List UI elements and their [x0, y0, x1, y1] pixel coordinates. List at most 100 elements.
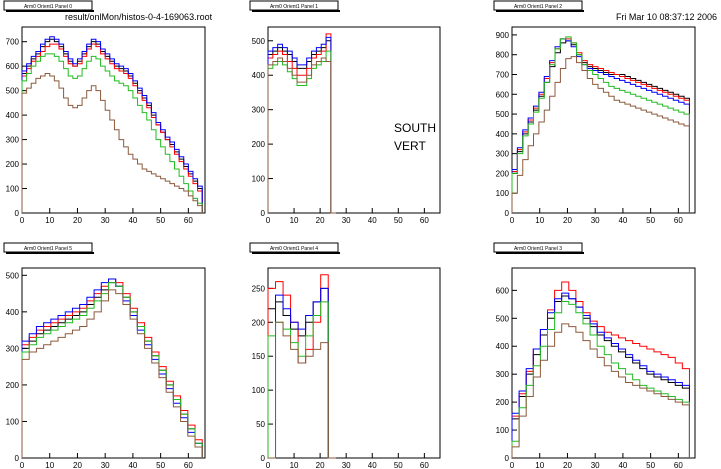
histogram-pad: Arm0 Orient1 Panel 20 10 20 30 40 50 600100200…	[493, 0, 696, 225]
x-tick-label: 40	[618, 216, 627, 225]
annotation-south: SOUTH	[394, 121, 436, 135]
x-tick-label: 10	[290, 461, 299, 469]
y-tick-label: 250	[252, 284, 266, 293]
y-tick-label: 300	[6, 136, 20, 145]
y-tick-label: 500	[6, 87, 20, 96]
pad-title: Arm0 Orient1 Panel 5	[24, 246, 72, 252]
plot-frame	[267, 26, 441, 214]
x-tick-label: 0	[266, 461, 271, 469]
histogram-series	[511, 56, 690, 213]
histogram-series	[21, 289, 203, 458]
y-tick-label: 0	[261, 454, 266, 463]
pad-title-shadow	[6, 252, 94, 254]
histogram-series	[267, 287, 336, 459]
pad-title: Arm0 Orient1 Panel 4	[270, 246, 318, 252]
x-tick-label: 40	[368, 216, 377, 225]
x-tick-label: 30	[101, 216, 110, 225]
histogram-series	[21, 73, 203, 213]
y-tick-label: 400	[6, 111, 20, 120]
histogram-pad: Arm0 Orient1 Panel 1 0 10 20 30 40 50 60 0 100 200…	[249, 0, 441, 225]
x-tick-label: 60	[674, 461, 683, 469]
timestamp-label: Fri Mar 10 08:37:12 2006	[615, 12, 717, 22]
x-tick-label: 40	[128, 216, 137, 225]
pad-title-shadow	[496, 10, 584, 12]
histogram-series	[267, 57, 336, 214]
pad-title-shadow	[252, 252, 340, 254]
y-tick-label: 100	[6, 417, 20, 426]
histogram-series	[21, 278, 203, 458]
y-tick-label: 500	[496, 110, 510, 119]
x-tick-label: 10	[45, 461, 54, 469]
plot-frame	[511, 26, 696, 214]
pad-title-shadow	[496, 252, 584, 254]
y-tick-label: 100	[496, 189, 510, 198]
y-tick-label: 100	[252, 175, 266, 184]
plot-frame	[511, 267, 696, 459]
histogram-series	[511, 323, 690, 458]
x-tick-label: 40	[368, 461, 377, 469]
y-tick-label: 300	[496, 150, 510, 159]
x-tick-label: 20	[73, 216, 82, 225]
y-tick-label: 100	[496, 426, 510, 435]
x-tick-label: 60	[420, 461, 429, 469]
histogram-pad: Arm0 Orient1 Panel 5 0 10 20 30 40 50 60 0 100 200…	[3, 242, 206, 469]
y-tick-label: 900	[496, 31, 510, 40]
histogram-series	[511, 36, 690, 213]
x-tick-label: 0	[510, 216, 515, 225]
histogram-series	[21, 53, 203, 213]
pad-title: Arm0 Orient1 Panel 2	[514, 4, 562, 10]
histogram-series	[511, 301, 690, 458]
x-tick-label: 20	[73, 461, 82, 469]
x-tick-label: 20	[316, 216, 325, 225]
y-tick-label: 400	[252, 71, 266, 80]
y-tick-label: 500	[496, 314, 510, 323]
x-tick-label: 0	[20, 461, 25, 469]
y-tick-label: 400	[496, 342, 510, 351]
y-tick-label: 600	[496, 286, 510, 295]
x-tick-label: 10	[535, 461, 544, 469]
y-tick-label: 200	[6, 381, 20, 390]
plot-frame	[21, 267, 206, 459]
x-tick-label: 30	[342, 216, 351, 225]
pad-title: Arm0 Orient1 Panel 0	[24, 4, 72, 10]
plot-frame	[267, 267, 441, 459]
y-tick-label: 0	[15, 454, 20, 463]
histogram-series	[21, 282, 203, 458]
y-tick-label: 400	[6, 308, 20, 317]
x-tick-label: 20	[316, 461, 325, 469]
histogram-series	[267, 33, 336, 214]
y-tick-label: 500	[6, 271, 20, 280]
histogram-pad: Arm0 Orient1 Panel 00 10 20 30 40 50 600100200…	[3, 0, 206, 225]
y-tick-label: 500	[252, 37, 266, 46]
y-tick-label: 50	[256, 420, 265, 429]
x-tick-label: 40	[618, 461, 627, 469]
x-tick-label: 50	[394, 216, 403, 225]
histogram-series	[267, 40, 336, 214]
x-tick-label: 0	[266, 216, 271, 225]
y-tick-label: 200	[252, 318, 266, 327]
x-tick-label: 30	[591, 461, 600, 469]
histogram-series	[267, 301, 336, 459]
histogram-series	[21, 38, 203, 213]
x-tick-label: 50	[646, 216, 655, 225]
y-tick-label: 400	[496, 130, 510, 139]
histogram-series	[21, 43, 203, 213]
y-tick-label: 300	[6, 344, 20, 353]
histogram-series	[268, 321, 336, 459]
y-tick-label: 200	[252, 140, 266, 149]
x-tick-label: 40	[128, 461, 137, 469]
histogram-series	[511, 292, 690, 458]
pad-title-shadow	[252, 10, 340, 12]
y-tick-label: 200	[496, 169, 510, 178]
x-tick-label: 50	[646, 461, 655, 469]
y-tick-label: 0	[505, 209, 510, 218]
y-tick-label: 100	[252, 386, 266, 395]
y-tick-label: 700	[6, 38, 20, 47]
x-tick-label: 20	[563, 216, 572, 225]
y-tick-label: 800	[496, 51, 510, 60]
histogram-series	[21, 282, 203, 458]
y-tick-label: 600	[496, 90, 510, 99]
x-tick-label: 60	[184, 461, 193, 469]
y-tick-label: 0	[15, 209, 20, 218]
